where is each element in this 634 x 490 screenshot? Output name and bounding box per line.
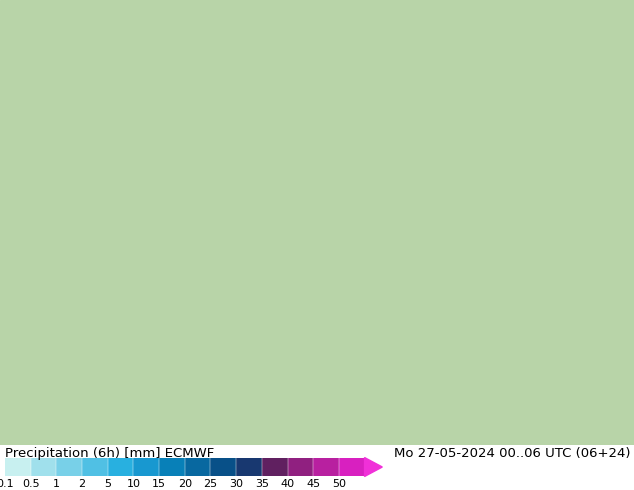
Bar <box>185 458 210 476</box>
Text: 1: 1 <box>53 479 60 489</box>
Bar <box>30 458 56 476</box>
Bar <box>210 458 236 476</box>
Text: 25: 25 <box>204 479 217 489</box>
Bar <box>5 458 30 476</box>
Bar <box>82 458 108 476</box>
Bar <box>339 458 365 476</box>
Bar <box>287 458 313 476</box>
Bar <box>262 458 287 476</box>
Text: Precipitation (6h) [mm] ECMWF: Precipitation (6h) [mm] ECMWF <box>5 447 214 460</box>
Text: Mo 27-05-2024 00..06 UTC (06+24): Mo 27-05-2024 00..06 UTC (06+24) <box>394 447 631 460</box>
Text: 40: 40 <box>280 479 295 489</box>
Bar <box>236 458 262 476</box>
Text: 0.1: 0.1 <box>0 479 14 489</box>
Bar <box>313 458 339 476</box>
Text: 45: 45 <box>306 479 320 489</box>
Bar <box>108 458 133 476</box>
Bar <box>159 458 184 476</box>
Text: 0.5: 0.5 <box>22 479 39 489</box>
Polygon shape <box>365 458 382 476</box>
Text: 30: 30 <box>229 479 243 489</box>
Text: 10: 10 <box>126 479 141 489</box>
Text: 15: 15 <box>152 479 166 489</box>
Text: 50: 50 <box>332 479 346 489</box>
Bar <box>56 458 82 476</box>
Text: 2: 2 <box>79 479 86 489</box>
Text: 5: 5 <box>104 479 112 489</box>
Bar <box>133 458 159 476</box>
Text: 35: 35 <box>255 479 269 489</box>
Text: 20: 20 <box>178 479 192 489</box>
